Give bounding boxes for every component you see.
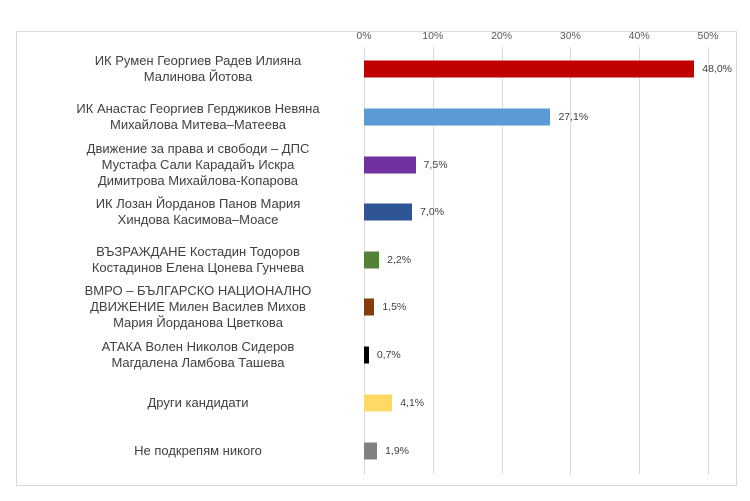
data-label: 27,1% (558, 111, 589, 123)
bar (364, 156, 416, 174)
category-label: ВЪЗРАЖДАНЕ Костадин Тодоров Костадинов Ел… (91, 244, 305, 275)
category-label: Движение за права и свободи – ДПС Мустафа… (86, 141, 310, 188)
data-label: 1,9% (385, 445, 409, 457)
gridline (501, 47, 503, 474)
data-label: 4,1% (400, 397, 425, 409)
data-label: 48,0% (702, 63, 733, 75)
category-label: Не подкрепям никого (134, 443, 262, 458)
bar (364, 108, 551, 126)
bar (364, 298, 375, 316)
category-label: ВМРО – БЪЛГАРСКО НАЦИОНАЛНО ДВИЖЕНИЕ Миле… (84, 283, 312, 330)
x-tick-label: 0% (356, 30, 372, 42)
gridline (708, 47, 709, 474)
bar (364, 203, 413, 221)
bar (364, 442, 378, 460)
data-label: 0,7% (376, 349, 401, 361)
gridline (432, 47, 434, 474)
category-label: АТАКА Волен Николов Сидеров Магдалена Лам… (101, 339, 295, 370)
gridline (570, 47, 572, 474)
category-label: ИК Румен Георгиев Радев Илияна Малинова Й… (94, 53, 302, 84)
data-label: 7,0% (420, 206, 445, 218)
x-tick-label: 50% (697, 30, 719, 42)
bar (364, 60, 695, 78)
data-label: 2,2% (387, 254, 412, 266)
gridline (639, 47, 641, 474)
category-label: ИК Анастас Георгиев Герджиков Невяна Миха… (76, 101, 320, 132)
data-label: 7,5% (423, 159, 448, 171)
x-tick-label: 30% (559, 30, 581, 42)
x-tick-label: 40% (628, 30, 650, 42)
x-tick-label: 10% (422, 30, 444, 42)
data-label: 1,5% (382, 301, 407, 313)
category-label: Други кандидати (147, 395, 249, 410)
bar (364, 346, 369, 364)
x-tick-label: 20% (491, 30, 513, 42)
bar (364, 394, 393, 412)
bar (364, 251, 380, 269)
category-label: ИК Лозан Йорданов Панов Мария Хиндова Кас… (95, 196, 301, 227)
